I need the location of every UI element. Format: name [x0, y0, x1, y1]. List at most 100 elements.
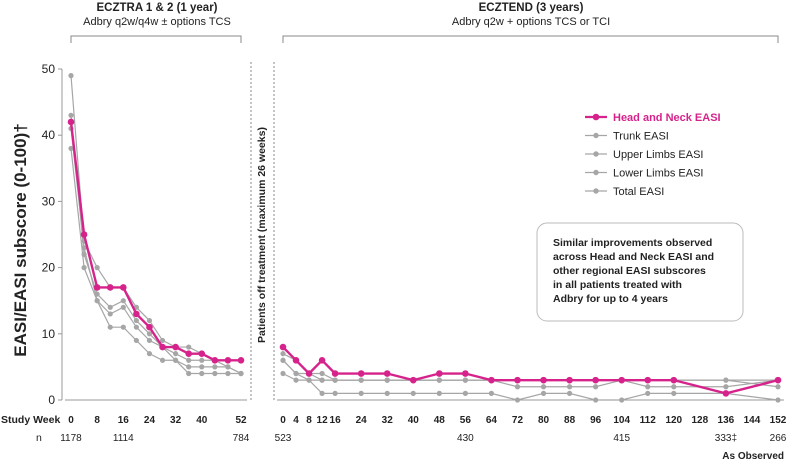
x-tick-label: 120	[665, 415, 682, 426]
data-point	[540, 376, 547, 384]
panel2-bracket	[282, 35, 779, 43]
data-point	[133, 337, 139, 344]
data-point	[645, 384, 651, 390]
data-point	[81, 245, 87, 251]
n-label: n	[36, 432, 42, 444]
x-tick-label: 32	[170, 415, 182, 426]
data-point	[146, 331, 153, 337]
data-point	[358, 390, 364, 396]
data-point	[186, 344, 192, 350]
data-point	[318, 356, 326, 364]
legend-label: Lower Limbs EASI	[613, 168, 703, 180]
x-tick-label: 40	[408, 415, 420, 426]
data-point	[280, 351, 286, 357]
x-tick-label: 56	[460, 415, 472, 426]
data-point	[644, 376, 652, 384]
data-point	[107, 311, 113, 317]
x-tick-label: 136	[718, 415, 735, 426]
data-point	[224, 356, 232, 364]
n-label-value: 1178	[60, 433, 82, 444]
x-tick-label: 52	[235, 415, 247, 426]
data-point	[462, 377, 468, 383]
data-point	[514, 384, 521, 390]
data-point	[332, 377, 338, 383]
callout-line: in all patients treated with	[553, 279, 682, 291]
data-point	[198, 350, 206, 357]
data-point	[120, 298, 126, 304]
x-tick-label: 0	[280, 415, 286, 426]
data-point	[384, 390, 390, 396]
callout-box	[536, 222, 744, 322]
series-line	[70, 115, 242, 375]
legend-swatch-marker	[592, 113, 600, 121]
x-tick-label: 64	[486, 415, 498, 426]
data-point	[93, 284, 101, 291]
data-point	[280, 357, 286, 363]
data-point	[566, 376, 573, 384]
x-tick-label: 16	[118, 415, 130, 426]
data-point	[305, 370, 313, 377]
n-label-value: 430	[457, 433, 474, 444]
data-point	[68, 145, 74, 152]
x-tick-label: 24	[356, 415, 368, 426]
data-point	[81, 265, 87, 271]
data-point	[514, 397, 521, 403]
data-point	[173, 357, 179, 363]
data-point	[199, 357, 205, 363]
data-point	[146, 323, 153, 331]
data-point	[120, 304, 126, 310]
data-point	[107, 304, 113, 310]
y-axis-label: EASI/EASI subscore (0-100)†	[11, 123, 30, 356]
n-label-value: 415	[613, 433, 630, 444]
panel2-title: ECZTEND (3 years)	[479, 2, 584, 14]
data-point	[775, 397, 781, 403]
data-point	[159, 357, 166, 363]
data-point	[384, 377, 390, 383]
data-point	[723, 384, 729, 390]
y-tick-label: 20	[42, 261, 56, 275]
data-point	[488, 376, 495, 384]
x-tick-label: 8	[306, 415, 312, 426]
data-point	[722, 390, 730, 397]
n-label-value: 523	[275, 433, 292, 444]
data-point	[514, 376, 521, 384]
callout-line: across Head and Neck EASI and	[553, 251, 714, 263]
x-tick-label: 152	[770, 415, 786, 426]
legend-swatch-marker	[593, 169, 599, 176]
y-tick-label: 40	[42, 128, 56, 142]
data-point	[358, 377, 364, 383]
data-point	[436, 377, 442, 383]
data-point	[436, 390, 442, 396]
data-point	[319, 370, 325, 377]
data-point	[133, 310, 140, 318]
separator-label: Patients off treatment (maximum 26 weeks…	[256, 127, 268, 343]
data-point	[186, 364, 192, 370]
data-point	[306, 377, 312, 383]
data-point	[409, 376, 417, 384]
x-tick-label: 128	[691, 415, 708, 426]
data-point	[671, 390, 677, 396]
data-point	[332, 390, 338, 396]
data-point	[593, 397, 599, 403]
data-point	[436, 370, 443, 377]
data-point	[94, 298, 100, 304]
data-point	[331, 370, 339, 377]
data-point	[566, 384, 573, 390]
n-label-value: 784	[233, 433, 250, 444]
n-label-value: 333‡	[715, 433, 737, 444]
data-point	[238, 370, 244, 377]
data-point	[225, 364, 231, 370]
data-point	[212, 370, 218, 377]
x-tick-label: 4	[293, 415, 299, 426]
data-point	[68, 112, 74, 118]
callout-line: Adbry for up to 4 years	[553, 293, 668, 305]
data-point	[146, 337, 153, 344]
n-label-value: 1114	[113, 433, 134, 444]
data-point	[592, 376, 599, 384]
callout-text: Similar improvements observed across Hea…	[553, 237, 717, 305]
data-point	[106, 284, 114, 291]
data-point	[146, 351, 153, 357]
x-tick-label: 8	[94, 415, 100, 426]
x-tick-label: 48	[434, 415, 446, 426]
data-point	[199, 370, 205, 377]
